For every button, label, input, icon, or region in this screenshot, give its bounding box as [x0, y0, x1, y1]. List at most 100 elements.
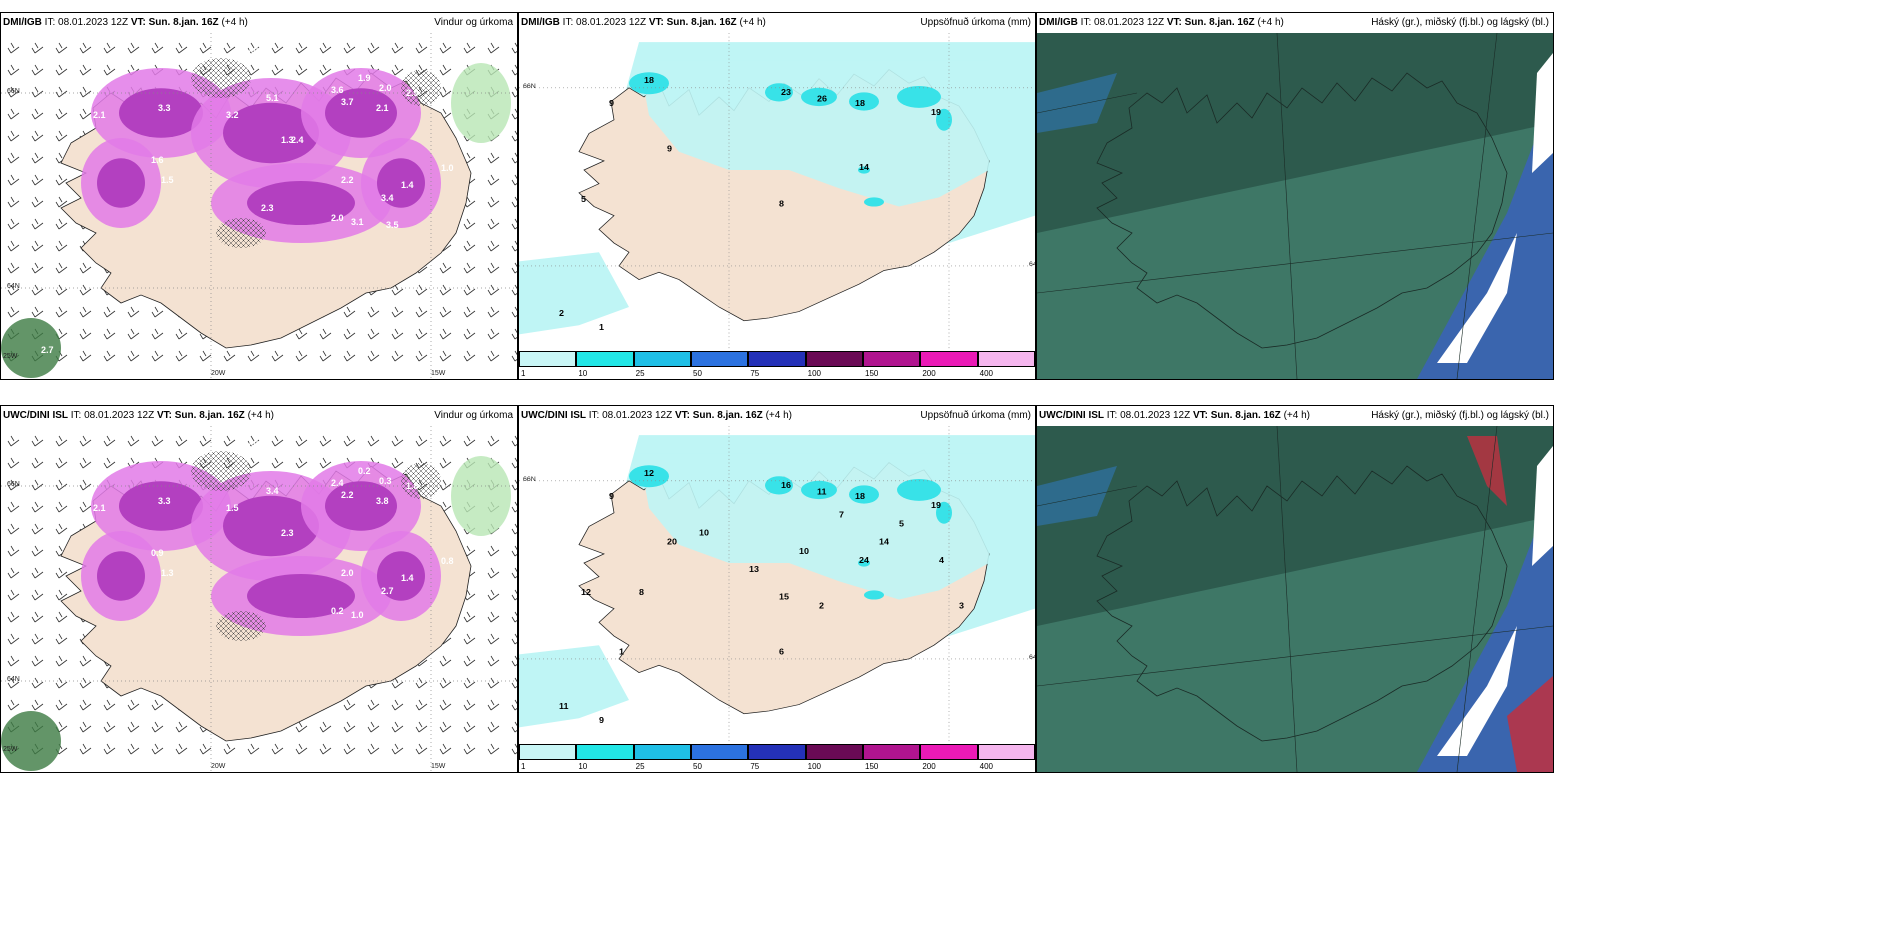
product-title: Háský (gr.), miðský (fj.bl.) og lágský (… [1371, 17, 1549, 28]
axis-label: 64N [7, 676, 20, 683]
precip-value: 18 [855, 98, 865, 108]
precip-value: 2.2 [341, 490, 354, 500]
colorbar-swatch [633, 351, 691, 367]
precip-map: 66N64N1291611181920241512119101310148754… [519, 426, 1035, 742]
precip-value: 14 [859, 162, 869, 172]
cloud-map [1037, 426, 1553, 772]
valid-time: VT: Sun. 8.jan. 16Z [1166, 17, 1255, 28]
precip-value: 2.0 [341, 568, 354, 578]
colorbar-swatch [691, 351, 749, 367]
colorbar-tick: 1 [521, 762, 526, 771]
init-time: IT: 08.01.2023 12Z [588, 410, 673, 421]
precip-value: 10 [799, 546, 809, 556]
model-name: DMI/IGB [521, 17, 560, 28]
model-name: UWC/DINI ISL [3, 410, 68, 421]
axis-label: 66N [7, 481, 20, 488]
precip-value: 11 [559, 701, 569, 711]
lead-time: (+4 h) [221, 17, 248, 28]
axis-label: 64N [7, 283, 20, 290]
colorbar-swatch [977, 744, 1035, 760]
colorbar-tick: 25 [635, 762, 645, 771]
colorbar-swatch [977, 351, 1035, 367]
colorbar-tick: 100 [807, 369, 822, 378]
panel-dmi-precip: DMI/IGB IT: 08.01.2023 12Z VT: Sun. 8.ja… [518, 12, 1036, 380]
precip-value: 15 [779, 592, 789, 602]
panel-uwc-wind: UWC/DINI ISL IT: 08.01.2023 12Z VT: Sun.… [0, 405, 518, 773]
precip-value: 3.4 [266, 486, 279, 496]
precip-value: 9 [609, 491, 614, 501]
lead-time: (+4 h) [739, 17, 766, 28]
precip-value: 5 [581, 194, 586, 204]
colorbar-swatch [920, 351, 978, 367]
precip-value: 3.4 [381, 193, 394, 203]
precip-value: 1.5 [161, 175, 174, 185]
precip-value: 16 [781, 480, 791, 490]
product-title: Vindur og úrkoma [434, 17, 513, 28]
colorbar-tick: 200 [922, 762, 936, 771]
precip-value: 2.0 [331, 213, 344, 223]
colorbar-swatch [576, 351, 634, 367]
precip-value: 0.2 [376, 446, 389, 456]
precip-areas [81, 68, 441, 243]
precip-value: 3.6 [331, 85, 344, 95]
colorbar-tick: 50 [693, 369, 702, 378]
model-name: DMI/IGB [3, 17, 42, 28]
axis-label: 25W [3, 353, 18, 360]
precip-value: 2.0 [379, 83, 392, 93]
precip-value: 3.7 [341, 97, 354, 107]
colorbar-tick: 150 [865, 369, 879, 378]
precip-value: 3.1 [351, 217, 364, 227]
precip-value: 1.8 [406, 481, 419, 491]
precip-value: 1.4 [401, 180, 414, 190]
precip-value: 5.1 [266, 93, 279, 103]
axis-label: 66N [523, 476, 536, 483]
panel-uwc-precip: UWC/DINI ISL IT: 08.01.2023 12Z VT: Sun.… [518, 405, 1036, 773]
precip-value: 12 [644, 469, 654, 479]
map-svg: 20W 15W 25W 66N 64N 0.40.4 1.3 1.9 2.0 2.9 3.6 3.7 2… [1, 33, 517, 379]
axis-label: 15W [431, 763, 446, 770]
colorbar-tick: 100 [807, 762, 822, 771]
precip-value: 5 [899, 519, 904, 529]
precip-value: 2.1 [93, 503, 106, 513]
precip-cells [629, 465, 952, 600]
precip-value: 0.2 [236, 428, 249, 438]
colorbar-tick: 400 [979, 369, 994, 378]
colorbar: 1 10 25 50 75 100 150 200 400 [519, 349, 1035, 379]
precip-value: 2.3 [261, 203, 274, 213]
precip-value: 26 [817, 94, 827, 104]
precip-value: 0.9 [151, 548, 164, 558]
wind-precip-map: 20W 15W 25W 66N 64N 0.2 0.4 0.2 0.2 0.3 1.8 2.4 2.2 3… [1, 426, 517, 772]
valid-time: VT: Sun. 8.jan. 16Z [130, 17, 219, 28]
valid-time: VT: Sun. 8.jan. 16Z [1192, 410, 1281, 421]
panel-dmi-cloud: DMI/IGB IT: 08.01.2023 12Z VT: Sun. 8.ja… [1036, 12, 1554, 380]
precip-value: 6 [779, 647, 784, 657]
colorbar-swatch [691, 744, 749, 760]
precip-value: 1.0 [351, 610, 364, 620]
precip-value: 0.2 [331, 606, 344, 616]
precip-value: 2.3 [281, 528, 294, 538]
precip-value: 9 [599, 715, 604, 725]
colorbar-tick: 150 [865, 762, 879, 771]
precip-value: 2.1 [93, 110, 106, 120]
precip-value: 1.3 [161, 568, 174, 578]
colorbar-swatch [748, 351, 806, 367]
precip-value: 1.5 [226, 503, 239, 513]
init-time: IT: 08.01.2023 12Z [1106, 410, 1191, 421]
colorbar-tick: 1 [521, 369, 526, 378]
wind-precip-map: 20W 15W 25W 66N 64N 0.4 0.4 1.3 1.9 2.0 2.9 3.6 3.7 2… [1, 33, 517, 379]
precip-value: 1.6 [151, 155, 164, 165]
product-title: Uppsöfnuð úrkoma (mm) [920, 17, 1031, 28]
model-name: UWC/DINI ISL [521, 410, 586, 421]
precip-value: 1.0 [441, 163, 454, 173]
precip-value: 0.4 [246, 438, 259, 448]
precip-value: 1 [599, 322, 604, 332]
valid-time: VT: Sun. 8.jan. 16Z [674, 410, 763, 421]
map-svg: 66N64N1291611181920241512119101310148754… [519, 426, 1035, 742]
precip-value: 2.4 [291, 135, 304, 145]
precip-value: 2 [819, 601, 824, 611]
colorbar: 1 10 25 50 75 100 150 200 400 [519, 742, 1035, 772]
panel-uwc-cloud: UWC/DINI ISL IT: 08.01.2023 12Z VT: Sun.… [1036, 405, 1554, 773]
map-svg [1037, 33, 1553, 379]
valid-time: VT: Sun. 8.jan. 16Z [648, 17, 737, 28]
colorbar-tick: 10 [578, 369, 588, 378]
